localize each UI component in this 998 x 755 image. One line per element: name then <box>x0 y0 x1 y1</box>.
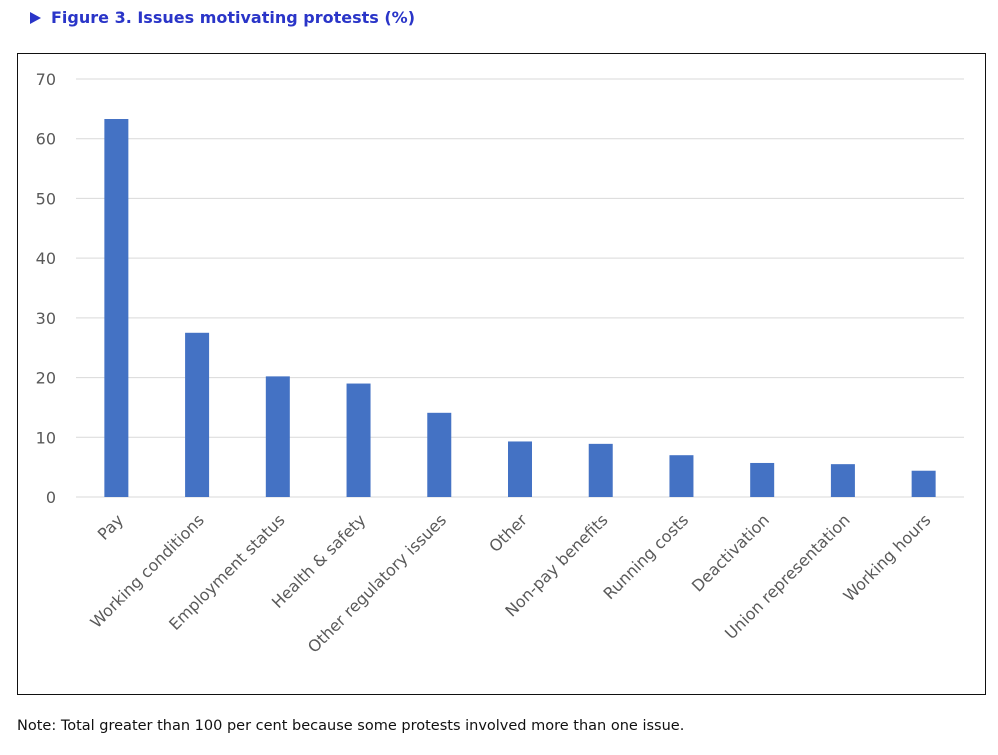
x-category-label: Working hours <box>839 510 934 605</box>
figure-title: Figure 3. Issues motivating protests (%) <box>30 8 415 27</box>
bar <box>911 470 936 497</box>
x-category-label: Other <box>485 510 531 556</box>
bar <box>508 441 532 497</box>
figure-title-text: Figure 3. Issues motivating protests (%) <box>51 8 416 27</box>
y-tick-label: 0 <box>46 488 56 507</box>
y-axis-ticks: 0 10 20 30 40 50 60 70 <box>36 70 56 507</box>
bar <box>669 455 694 497</box>
bars <box>104 119 936 497</box>
y-tick-label: 40 <box>36 249 56 268</box>
bar <box>346 383 371 497</box>
y-tick-label: 30 <box>36 309 56 328</box>
gridlines <box>76 78 964 498</box>
bar <box>750 462 775 497</box>
x-category-label: Deactivation <box>688 510 773 595</box>
bar <box>588 443 613 497</box>
x-category-label: Running costs <box>600 510 693 603</box>
bar <box>427 412 452 497</box>
triangle-marker-icon <box>30 11 41 24</box>
y-tick-label: 70 <box>36 70 56 89</box>
bar <box>104 119 129 497</box>
bar <box>185 332 210 497</box>
y-tick-label: 10 <box>36 428 56 447</box>
figure-note: Note: Total greater than 100 per cent be… <box>17 718 685 734</box>
y-tick-label: 50 <box>36 189 56 208</box>
bar <box>265 376 290 497</box>
y-tick-label: 60 <box>36 130 56 149</box>
x-category-label: Other regulatory issues <box>304 510 450 656</box>
x-category-label: Pay <box>94 510 127 543</box>
y-tick-label: 20 <box>36 369 56 388</box>
chart-frame: 0 10 20 30 40 50 60 70 Pay Working conditions Emp… <box>17 53 986 695</box>
bar <box>830 464 855 497</box>
